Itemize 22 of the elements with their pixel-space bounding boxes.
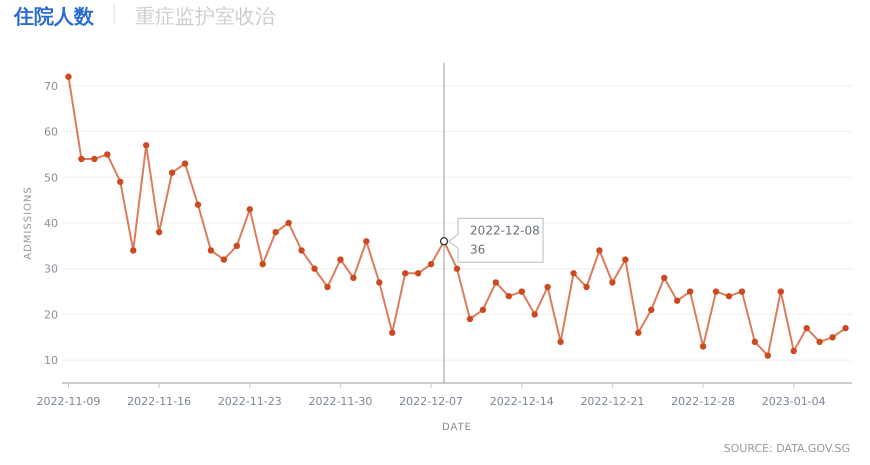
x-tick-label: 2022-11-16 (127, 395, 192, 408)
y-tick-label: 20 (44, 308, 58, 322)
x-tick-label: 2022-12-28 (671, 395, 736, 408)
y-tick-label: 70 (44, 80, 58, 93)
y-tick-label: 40 (44, 217, 58, 230)
x-tick-label: 2022-12-21 (580, 395, 644, 408)
x-tick-label: 2022-11-23 (218, 395, 282, 408)
y-tick-label: 30 (44, 262, 58, 276)
x-tick-label: 2022-12-14 (490, 395, 554, 408)
chart-title: 住院人数 (13, 4, 95, 28)
annotation: 2022-12-08 (470, 223, 540, 238)
annotation: 36 (470, 242, 486, 256)
x-tick-label: 2023-01-04 (762, 395, 826, 408)
y-tick-label: 10 (44, 354, 58, 368)
y-axis-title: ADMISSIONS (23, 186, 34, 260)
x-tick-label: 2022-12-07 (399, 395, 464, 408)
source-note: SOURCE: DATA.GOV.SG (724, 442, 850, 455)
y-tick-label: 60 (44, 126, 58, 139)
x-tick-label: 2022-11-30 (308, 395, 372, 408)
x-tick-label: 2022-11-09 (36, 395, 100, 408)
x-axis-title: DATE (442, 422, 472, 433)
y-tick-label: 50 (44, 171, 58, 184)
